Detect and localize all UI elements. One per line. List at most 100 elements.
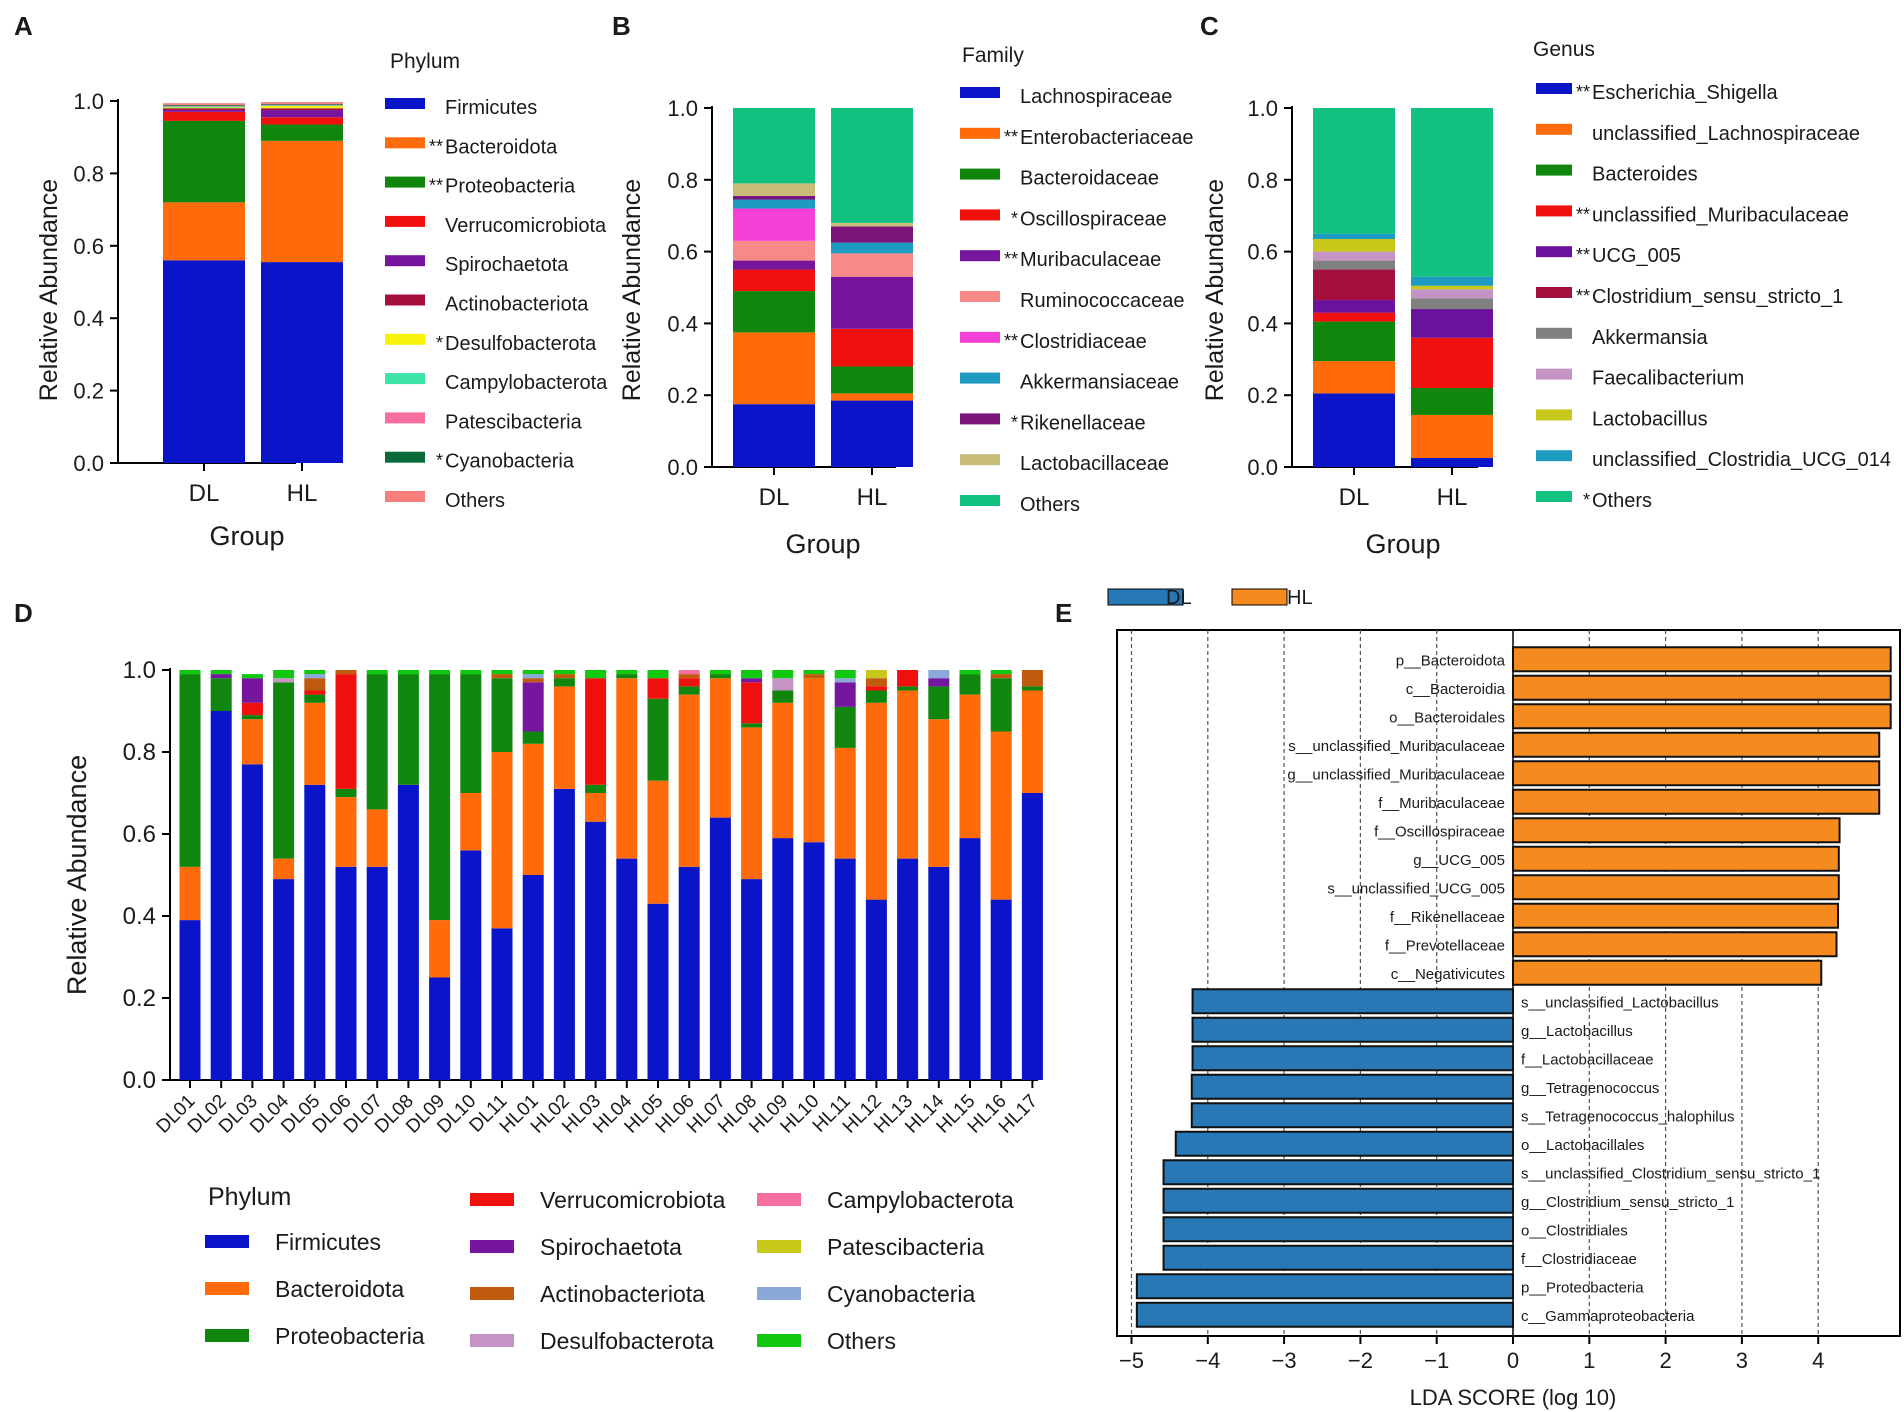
bar-label: s__unclassified_Muribaculaceae <box>1288 738 1505 755</box>
bar-label: s__unclassified_Lactobacillus <box>1521 994 1719 1011</box>
legend-label: Bacteroidota <box>445 136 558 158</box>
legend-swatch-hl <box>1231 588 1288 606</box>
bar-segment <box>491 752 513 929</box>
bar-segment <box>397 784 419 1080</box>
bar-segment <box>241 678 263 703</box>
bar-segment <box>772 702 794 839</box>
bar-segment <box>210 674 232 679</box>
panel-letter: B <box>612 11 631 41</box>
bar-segment <box>460 674 482 793</box>
bar-segment <box>553 686 575 789</box>
bar-segment <box>522 731 544 744</box>
bar-segment <box>733 269 815 292</box>
legend-marker: ** <box>1576 286 1590 306</box>
bar-segment <box>553 678 575 687</box>
bar-segment <box>304 678 326 691</box>
bar-segment <box>335 674 357 789</box>
bar-label: s__unclassified_Clostridium_sensu_strict… <box>1521 1165 1820 1182</box>
y-tick-label: 0.6 <box>667 240 698 265</box>
legend-label: Campylobacterota <box>445 372 608 394</box>
y-tick-label: 0.8 <box>73 161 104 186</box>
bar-segment <box>335 797 357 867</box>
legend-swatch <box>470 1193 514 1206</box>
bar-segment <box>491 670 513 675</box>
legend-label: Patescibacteria <box>445 411 583 433</box>
bar-segment <box>163 103 245 105</box>
bar-segment <box>585 784 607 793</box>
bar-segment <box>522 682 544 732</box>
bar-segment <box>733 332 815 405</box>
bar-segment <box>210 678 232 711</box>
legend-swatch <box>1536 246 1572 258</box>
bar-segment <box>553 674 575 679</box>
bar-segment <box>1313 300 1395 313</box>
legend-label: Bacteroidaceae <box>1020 168 1159 190</box>
lda-bar <box>1512 817 1841 844</box>
bar-segment <box>803 678 825 843</box>
lda-bar <box>1190 1073 1514 1100</box>
bar-segment <box>990 678 1012 732</box>
x-axis-title: Group <box>209 521 284 551</box>
bar-segment <box>397 674 419 785</box>
bar-segment <box>834 670 856 679</box>
bar-label: c__Negativicutes <box>1391 966 1505 983</box>
bar-segment <box>741 682 763 724</box>
lda-bar <box>1512 845 1840 872</box>
bar-segment <box>733 183 815 196</box>
bar-label: f__Oscillospiraceae <box>1374 823 1505 840</box>
legend-swatch <box>1536 164 1572 176</box>
y-tick-label: 1.0 <box>73 89 104 114</box>
legend-swatch <box>1536 83 1572 94</box>
legend-swatch <box>757 1193 801 1206</box>
bar-label: g__Tetragenococcus <box>1521 1080 1659 1097</box>
bar-segment <box>1313 321 1395 362</box>
bar-segment <box>865 678 887 687</box>
bar-segment <box>959 674 981 695</box>
bar-segment <box>585 678 607 785</box>
legend-swatch <box>960 372 1000 384</box>
bar-segment <box>928 719 950 867</box>
y-tick-label: 0.2 <box>667 383 698 408</box>
bar-segment <box>522 670 544 675</box>
bar-segment <box>163 120 245 203</box>
legend-swatch <box>960 291 1000 302</box>
y-tick-label: 1.0 <box>1247 96 1278 121</box>
bar-segment <box>522 674 544 679</box>
bar-segment <box>733 195 815 200</box>
bar-segment <box>179 674 201 867</box>
panel-letter: C <box>1200 11 1219 41</box>
plot-frame <box>1116 629 1901 1337</box>
bar-segment <box>179 670 201 675</box>
bar-segment <box>163 202 245 261</box>
bar-label: s__unclassified_UCG_005 <box>1327 880 1505 897</box>
bar-segment <box>1411 298 1493 310</box>
lda-bar <box>1512 760 1881 787</box>
bar-segment <box>709 674 731 679</box>
bar-segment <box>1411 108 1493 277</box>
bar-segment <box>241 764 263 1080</box>
lda-bar <box>1162 1244 1515 1271</box>
legend-swatch <box>960 454 1000 466</box>
bar-segment <box>491 928 513 1080</box>
bar-label: g__unclassified_Muribaculaceae <box>1287 766 1505 783</box>
bar-segment <box>928 686 950 720</box>
legend-swatch <box>757 1287 801 1300</box>
bar-segment <box>928 678 950 687</box>
bar-segment <box>831 222 913 227</box>
bar-segment <box>304 674 326 679</box>
legend-label: unclassified_Lachnospiraceae <box>1592 123 1860 145</box>
legend-label: Proteobacteria <box>275 1323 425 1349</box>
legend-label: Akkermansiaceae <box>1020 372 1179 394</box>
bar-label: c__Bacteroidia <box>1406 681 1506 698</box>
bar-segment <box>990 899 1012 1080</box>
bar-segment <box>261 124 343 141</box>
bar-segment <box>273 670 295 679</box>
bar-segment <box>865 690 887 703</box>
bar-segment <box>831 242 913 254</box>
bar-label: g__UCG_005 <box>1413 852 1505 869</box>
bar-segment <box>865 702 887 900</box>
lda-bar <box>1512 646 1892 673</box>
legend-title: Genus <box>1533 38 1595 61</box>
y-tick-label: 0.4 <box>73 306 104 331</box>
bar-segment <box>261 103 343 105</box>
